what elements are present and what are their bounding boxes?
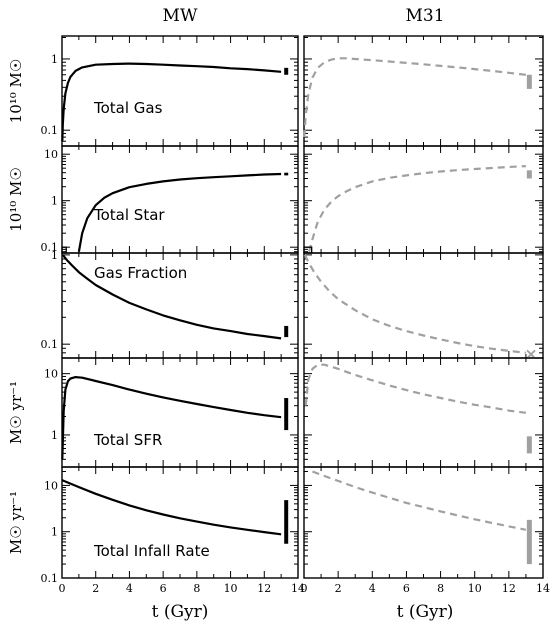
panel-frame (61, 35, 299, 147)
y-tick-label: 0.1 (41, 572, 59, 585)
y-tick-label: 10 (44, 479, 58, 492)
y-tick-label: 0.1 (41, 124, 59, 137)
y-tick-label: 0.1 (41, 241, 59, 254)
panel-total-infall-rate-m31: 0 2 4 6 8 10 12 14 (301, 466, 550, 595)
y-tick-label: 0.1 (41, 338, 59, 351)
x-tick-label: 8 (437, 582, 444, 595)
panel-gas-fraction-m31 (303, 252, 544, 359)
panel-frame (61, 466, 299, 579)
y-tick-label: 1 (51, 249, 58, 262)
x-tick-label: 0 (59, 582, 66, 595)
panel-frame (303, 357, 544, 468)
x-tick-label: 12 (502, 582, 516, 595)
x-tick-label: 10 (224, 582, 238, 595)
y-tick-label: 1 (51, 429, 58, 442)
x-tick-label: 6 (160, 582, 167, 595)
column-title-mw: MW (163, 6, 198, 26)
panel-total-sfr-mw: 1 10 M☉ yr⁻¹ Total SFR (7, 357, 299, 468)
x-tick-label: 8 (193, 582, 200, 595)
x-axis-label-m31: t (Gyr) (397, 602, 454, 622)
x-tick-label: 14 (536, 582, 550, 595)
panel-label: Total Gas (93, 99, 163, 117)
panel-total-sfr-m31 (303, 357, 544, 468)
y-tick-label: 1 (51, 53, 58, 66)
panel-gas-fraction-mw: 0.1 1 Gas Fraction (41, 249, 299, 359)
series-line (303, 254, 527, 354)
panel-total-gas-m31 (303, 35, 544, 147)
panel-label: Gas Fraction (94, 264, 187, 282)
x-tick-label: 10 (468, 582, 482, 595)
panel-frame (303, 145, 544, 254)
y-tick-label: 1 (51, 195, 58, 208)
series-line (77, 172, 282, 252)
x-tick-label: 4 (126, 582, 133, 595)
x-tick-label: 2 (335, 582, 342, 595)
series-line (61, 254, 282, 340)
y-tick-label: 10 (44, 148, 58, 161)
panel-label: Total Star (93, 206, 165, 224)
series-line (312, 470, 527, 531)
x-tick-label: 4 (369, 582, 376, 595)
y-axis-label: 10¹⁰ M☉ (7, 167, 25, 232)
y-axis-label: M☉ yr⁻¹ (7, 491, 25, 554)
panel-total-gas-mw: 0.1 1 10¹⁰ M☉ Total Gas (7, 35, 299, 147)
x-tick-label: 2 (92, 582, 99, 595)
series-line (61, 62, 282, 142)
panel-label: Total Infall Rate (93, 542, 210, 560)
panel-total-star-m31 (303, 145, 544, 254)
series-line (61, 376, 282, 460)
panel-label: Total SFR (93, 431, 162, 449)
x-tick-label: 14 (291, 582, 305, 595)
panel-total-infall-rate-mw: 0 2 4 6 8 10 12 14 0.1 1 10 M☉ yr⁻¹ Total Infall Rat… (7, 466, 305, 595)
x-tick-label: 12 (257, 582, 271, 595)
cross-marker (526, 349, 536, 359)
panel-total-star-mw: 0.1 1 10 10¹⁰ M☉ Total Star (7, 145, 299, 254)
y-tick-label: 1 (51, 526, 58, 539)
panel-frame (303, 466, 544, 579)
series-line (304, 363, 527, 414)
y-tick-label: 10 (44, 368, 58, 381)
column-title-m31: M31 (405, 6, 444, 26)
series-line (303, 57, 527, 138)
panel-frame (61, 145, 299, 254)
panel-frame (303, 252, 544, 359)
series-line (61, 479, 282, 536)
series-line (308, 165, 526, 252)
x-axis-label-mw: t (Gyr) (152, 602, 209, 622)
x-tick-label: 0 (301, 582, 308, 595)
y-axis-label: 10¹⁰ M☉ (7, 59, 25, 124)
panel-frame (303, 35, 544, 147)
y-axis-label: M☉ yr⁻¹ (7, 381, 25, 444)
panel-frame (61, 357, 299, 468)
x-tick-label: 6 (403, 582, 410, 595)
